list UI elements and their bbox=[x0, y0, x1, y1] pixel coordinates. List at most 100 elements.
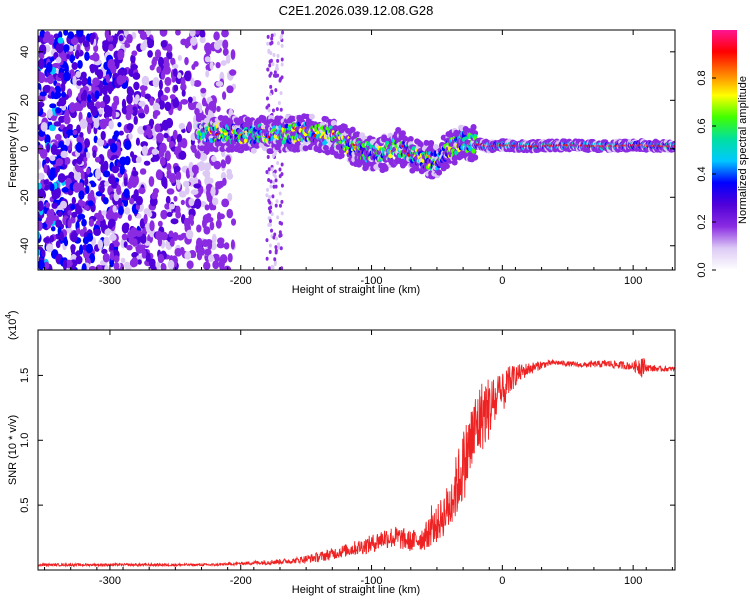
heatmap-cell bbox=[216, 105, 221, 112]
heatmap-cell bbox=[72, 129, 78, 136]
heatmap-cell bbox=[124, 207, 131, 215]
heatmap-cell bbox=[128, 132, 133, 140]
heatmap-cell bbox=[156, 261, 161, 270]
heatmap-cell bbox=[267, 206, 271, 211]
heatmap-cell bbox=[162, 57, 170, 65]
heatmap-cell bbox=[152, 102, 161, 112]
colorbar-label: Normalized spectral amplitude bbox=[737, 76, 749, 224]
heatmap-cell bbox=[276, 161, 280, 166]
heatmap-cell bbox=[164, 101, 172, 112]
heatmap-cell bbox=[51, 202, 58, 209]
heatmap-cell bbox=[166, 163, 172, 171]
heatmap-cell bbox=[55, 107, 62, 114]
heatmap-cell bbox=[270, 33, 274, 38]
y-tick-label: 1.0 bbox=[19, 433, 31, 448]
heatmap-cell bbox=[268, 243, 272, 248]
spectrogram-x-label: Height of straight line (km) bbox=[292, 284, 420, 296]
heatmap-cell bbox=[158, 79, 163, 91]
heatmap-cell bbox=[50, 226, 56, 232]
heatmap-cell bbox=[215, 80, 224, 87]
heatmap-cell bbox=[74, 49, 80, 60]
heatmap-cell bbox=[169, 94, 176, 100]
heatmap-cell bbox=[144, 104, 150, 115]
heatmap-cell bbox=[49, 235, 55, 243]
heatmap-cell bbox=[39, 30, 46, 38]
heatmap-cell bbox=[38, 35, 42, 43]
heatmap-cell bbox=[191, 164, 199, 174]
heatmap-cell bbox=[72, 182, 81, 193]
heatmap-cell bbox=[75, 206, 83, 215]
heatmap-cell bbox=[102, 40, 109, 46]
heatmap-cell bbox=[399, 130, 406, 137]
heatmap-cell bbox=[88, 218, 94, 227]
heatmap-cell bbox=[266, 41, 270, 46]
heatmap-cell bbox=[266, 67, 270, 72]
heatmap-cell bbox=[45, 243, 54, 253]
heatmap-cell bbox=[138, 100, 146, 107]
heatmap-cell bbox=[135, 137, 140, 146]
y-tick-label: 0.5 bbox=[19, 497, 31, 512]
heatmap-cell bbox=[135, 156, 142, 164]
heatmap-cell bbox=[218, 213, 225, 220]
heatmap-cell bbox=[55, 219, 63, 228]
heatmap-cell bbox=[93, 135, 98, 144]
heatmap-cell bbox=[175, 205, 181, 215]
heatmap-cell bbox=[173, 195, 178, 202]
heatmap-cell bbox=[186, 260, 194, 270]
heatmap-cell bbox=[203, 117, 210, 124]
heatmap-cell bbox=[96, 137, 105, 147]
heatmap-cell bbox=[87, 76, 92, 86]
heatmap-cell bbox=[268, 63, 272, 68]
heatmap-cell bbox=[160, 263, 167, 270]
heatmap-cell bbox=[75, 255, 83, 265]
heatmap-cell bbox=[211, 197, 219, 206]
heatmap-cell bbox=[107, 36, 112, 42]
heatmap-cell bbox=[193, 79, 202, 87]
heatmap-cell bbox=[226, 172, 234, 180]
heatmap-cell bbox=[103, 236, 110, 247]
heatmap-cell bbox=[265, 96, 269, 101]
heatmap-cell bbox=[137, 244, 145, 251]
heatmap-cell bbox=[267, 266, 271, 270]
heatmap-cell bbox=[280, 43, 284, 48]
heatmap-cell bbox=[38, 249, 41, 256]
heatmap-cell bbox=[107, 85, 113, 95]
heatmap-cell bbox=[58, 140, 65, 148]
snr-exponent-suffix: ) bbox=[7, 310, 19, 314]
heatmap-cell bbox=[101, 210, 107, 216]
heatmap-cell bbox=[135, 230, 143, 237]
heatmap-cell bbox=[279, 107, 283, 112]
heatmap-cell bbox=[140, 42, 147, 51]
heatmap-cell bbox=[55, 56, 62, 64]
heatmap-cell bbox=[75, 70, 81, 78]
x-tick-label: 100 bbox=[624, 275, 642, 287]
x-tick-label: -200 bbox=[230, 575, 252, 587]
heatmap-cell bbox=[43, 84, 51, 90]
heatmap-cell bbox=[273, 32, 277, 37]
heatmap-cell bbox=[436, 169, 443, 176]
heatmap-cell bbox=[230, 218, 237, 226]
heatmap-cell bbox=[170, 218, 179, 225]
heatmap-cell bbox=[38, 231, 41, 240]
heatmap-cell bbox=[104, 180, 110, 187]
colorbar-gradient bbox=[712, 30, 737, 270]
heatmap-cell bbox=[45, 215, 54, 226]
heatmap-cell bbox=[150, 157, 156, 163]
heatmap-cell bbox=[168, 230, 174, 238]
heatmap-cell bbox=[108, 218, 116, 228]
heatmap-cell bbox=[278, 174, 282, 179]
heatmap-cell bbox=[173, 84, 179, 92]
heatmap-cell bbox=[215, 219, 222, 229]
heatmap-cell bbox=[349, 126, 356, 133]
heatmap-cell bbox=[81, 263, 87, 270]
heatmap-cell bbox=[43, 77, 50, 83]
heatmap-cell bbox=[55, 42, 64, 54]
heatmap-cell bbox=[172, 68, 178, 77]
heatmap-cell bbox=[93, 44, 99, 53]
heatmap-cell bbox=[129, 197, 135, 205]
heatmap-cell bbox=[382, 165, 389, 172]
heatmap-cell bbox=[137, 187, 146, 194]
heatmap-cell bbox=[75, 142, 83, 153]
heatmap-cell bbox=[80, 71, 87, 79]
